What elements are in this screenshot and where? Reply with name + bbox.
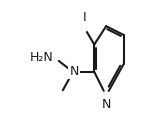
Text: H₂N: H₂N (30, 51, 53, 64)
Text: N: N (69, 65, 79, 78)
Text: N: N (101, 98, 111, 111)
Text: I: I (82, 11, 86, 24)
